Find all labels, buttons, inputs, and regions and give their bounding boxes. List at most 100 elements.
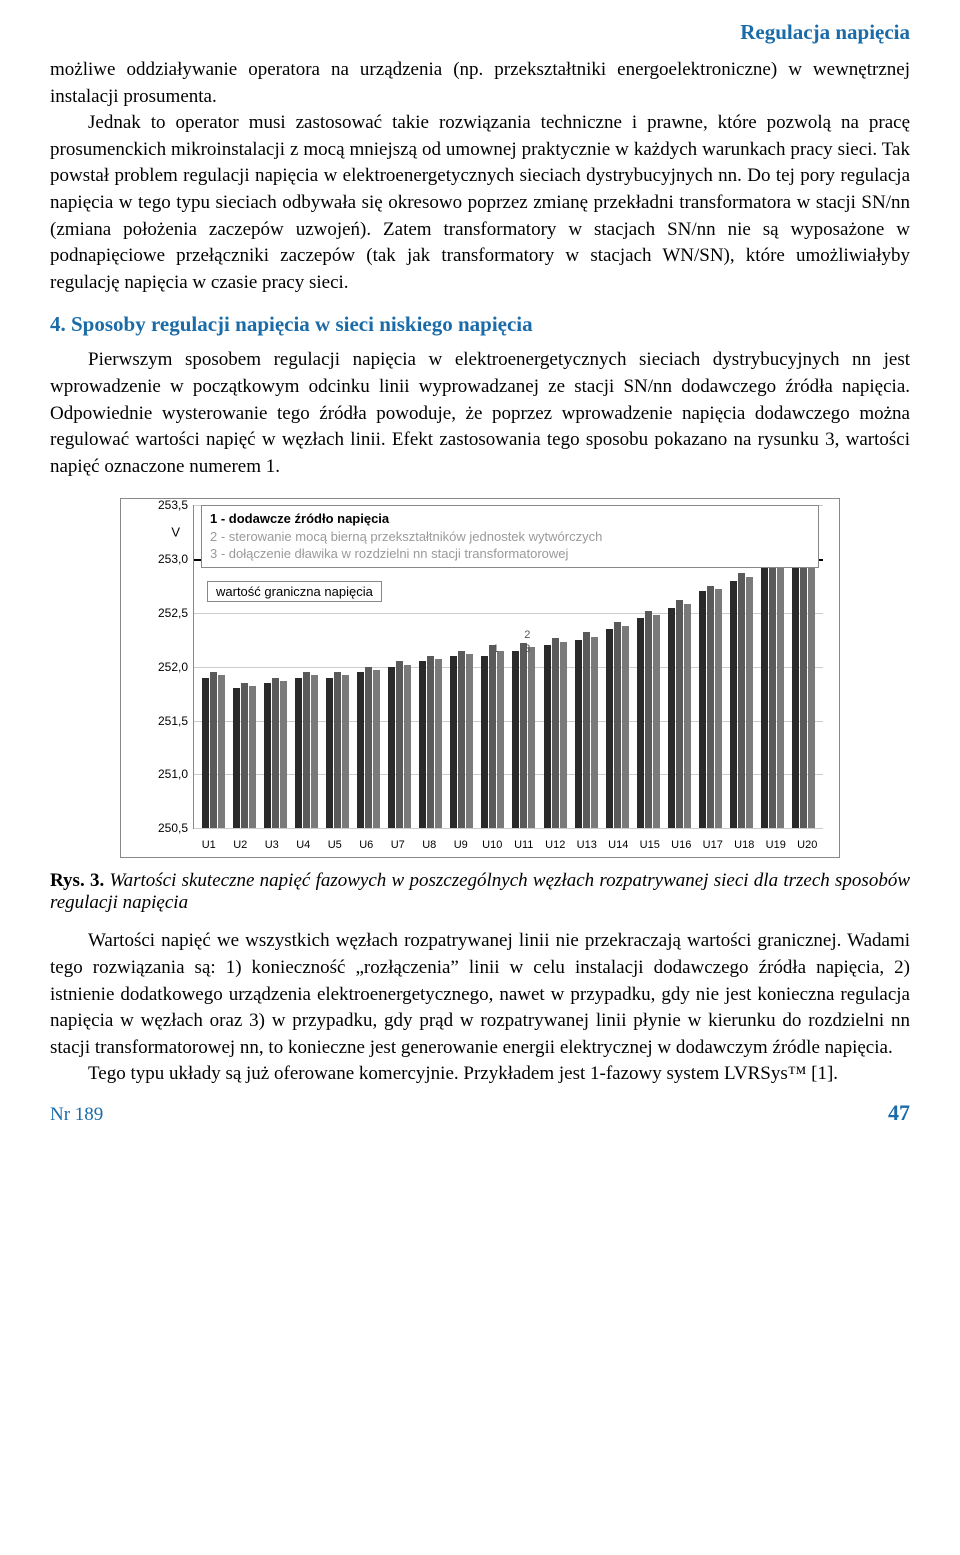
bar xyxy=(583,632,590,828)
chart-x-tick: U20 xyxy=(792,839,824,851)
bar xyxy=(404,665,411,829)
bar xyxy=(249,686,256,828)
chart-x-axis: U1U2U3U4U5U6U7U8U9U10U11U12U13U14U15U16U… xyxy=(193,839,823,851)
chart-x-tick: U15 xyxy=(634,839,666,851)
bar xyxy=(552,638,559,829)
bar xyxy=(769,559,776,828)
chart-x-tick: U14 xyxy=(603,839,635,851)
chart-gridline xyxy=(194,828,823,829)
bar xyxy=(365,667,372,829)
bar xyxy=(202,678,209,829)
bar xyxy=(520,643,527,828)
section-heading: 4. Sposoby regulacji napięcia w sieci ni… xyxy=(50,312,910,337)
running-head: Regulacja napięcia xyxy=(50,20,910,45)
bar xyxy=(280,681,287,829)
bar xyxy=(800,543,807,828)
bar xyxy=(272,678,279,829)
bar xyxy=(218,675,225,828)
chart-x-tick: U10 xyxy=(477,839,509,851)
chart-x-tick: U6 xyxy=(351,839,383,851)
legend-item: 2 - sterowanie mocą bierną przekształtni… xyxy=(210,528,810,546)
bar xyxy=(715,589,722,828)
chart-x-tick: U4 xyxy=(288,839,320,851)
bar xyxy=(575,640,582,828)
chart-y-tick: 252,0 xyxy=(158,660,188,674)
bar xyxy=(334,672,341,828)
bar xyxy=(373,670,380,828)
bar xyxy=(637,618,644,828)
bar xyxy=(458,651,465,829)
chart-x-tick: U11 xyxy=(508,839,540,851)
chart-x-tick: U12 xyxy=(540,839,572,851)
legend-item: 3 - dołączenie dławika w rozdzielni nn s… xyxy=(210,545,810,563)
chart-x-tick: U3 xyxy=(256,839,288,851)
chart: 250,5 251,0 251,5 252,0 252,5 253,0 253,5 V 2 1 3 … xyxy=(120,498,840,858)
bar xyxy=(699,591,706,828)
chart-x-tick: U16 xyxy=(666,839,698,851)
chart-y-tick: 253,0 xyxy=(158,552,188,566)
page-number: 47 xyxy=(888,1100,910,1126)
body-paragraph: możliwe oddziaływanie operatora na urząd… xyxy=(50,57,910,110)
bar xyxy=(311,675,318,828)
bar xyxy=(419,661,426,828)
bar xyxy=(738,573,745,828)
bar xyxy=(645,611,652,828)
bar xyxy=(606,629,613,828)
body-paragraph: Jednak to operator musi zastosować takie… xyxy=(50,110,910,296)
bar xyxy=(481,656,488,828)
issue-number: Nr 189 xyxy=(50,1104,103,1126)
bar xyxy=(450,656,457,828)
bar xyxy=(761,565,768,829)
bar xyxy=(808,546,815,828)
body-paragraph: Tego typu układy są już oferowane komerc… xyxy=(50,1061,910,1088)
chart-x-tick: U1 xyxy=(193,839,225,851)
bar xyxy=(684,604,691,828)
bar xyxy=(342,675,349,828)
body-paragraph: Pierwszym sposobem regulacji napięcia w … xyxy=(50,347,910,480)
bar xyxy=(303,672,310,828)
bar xyxy=(326,678,333,829)
chart-x-tick: U5 xyxy=(319,839,351,851)
chart-y-tick: 250,5 xyxy=(158,821,188,835)
bar xyxy=(676,600,683,828)
chart-y-tick: 251,0 xyxy=(158,767,188,781)
chart-x-tick: U7 xyxy=(382,839,414,851)
chart-y-tick: 252,5 xyxy=(158,606,188,620)
chart-x-tick: U13 xyxy=(571,839,603,851)
bar xyxy=(233,688,240,828)
bar xyxy=(210,672,217,828)
bar xyxy=(241,683,248,828)
bar xyxy=(591,637,598,829)
bar xyxy=(396,661,403,828)
chart-annotation: 1 xyxy=(493,643,499,655)
bar xyxy=(295,678,302,829)
chart-annotation: 3 xyxy=(524,643,530,655)
bar xyxy=(528,647,535,828)
chart-x-tick: U8 xyxy=(414,839,446,851)
bar xyxy=(388,667,395,829)
bar xyxy=(489,645,496,828)
bar xyxy=(264,683,271,828)
chart-annotation: 2 xyxy=(524,629,530,641)
chart-legend: 1 - dodawcze źródło napięcia2 - sterowan… xyxy=(201,505,819,568)
bar xyxy=(497,651,504,829)
chart-y-tick: 253,5 xyxy=(158,498,188,512)
bar xyxy=(622,626,629,828)
bar xyxy=(544,645,551,828)
chart-y-unit: V xyxy=(171,525,180,540)
bar xyxy=(730,581,737,829)
page-footer: Nr 189 47 xyxy=(50,1100,910,1126)
figure-caption-label: Rys. 3. xyxy=(50,870,104,891)
bar xyxy=(357,672,364,828)
chart-limit-label: wartość graniczna napięcia xyxy=(207,581,382,602)
bar xyxy=(653,615,660,828)
figure-caption: Rys. 3. Wartości skuteczne napięć fazowy… xyxy=(50,870,910,914)
chart-x-tick: U18 xyxy=(729,839,761,851)
bar xyxy=(792,548,799,828)
chart-y-tick: 251,5 xyxy=(158,714,188,728)
bar xyxy=(668,608,675,829)
bar xyxy=(427,656,434,828)
chart-x-tick: U19 xyxy=(760,839,792,851)
legend-item: 1 - dodawcze źródło napięcia xyxy=(210,510,810,528)
figure-3: 250,5 251,0 251,5 252,0 252,5 253,0 253,5 V 2 1 3 … xyxy=(120,498,840,858)
